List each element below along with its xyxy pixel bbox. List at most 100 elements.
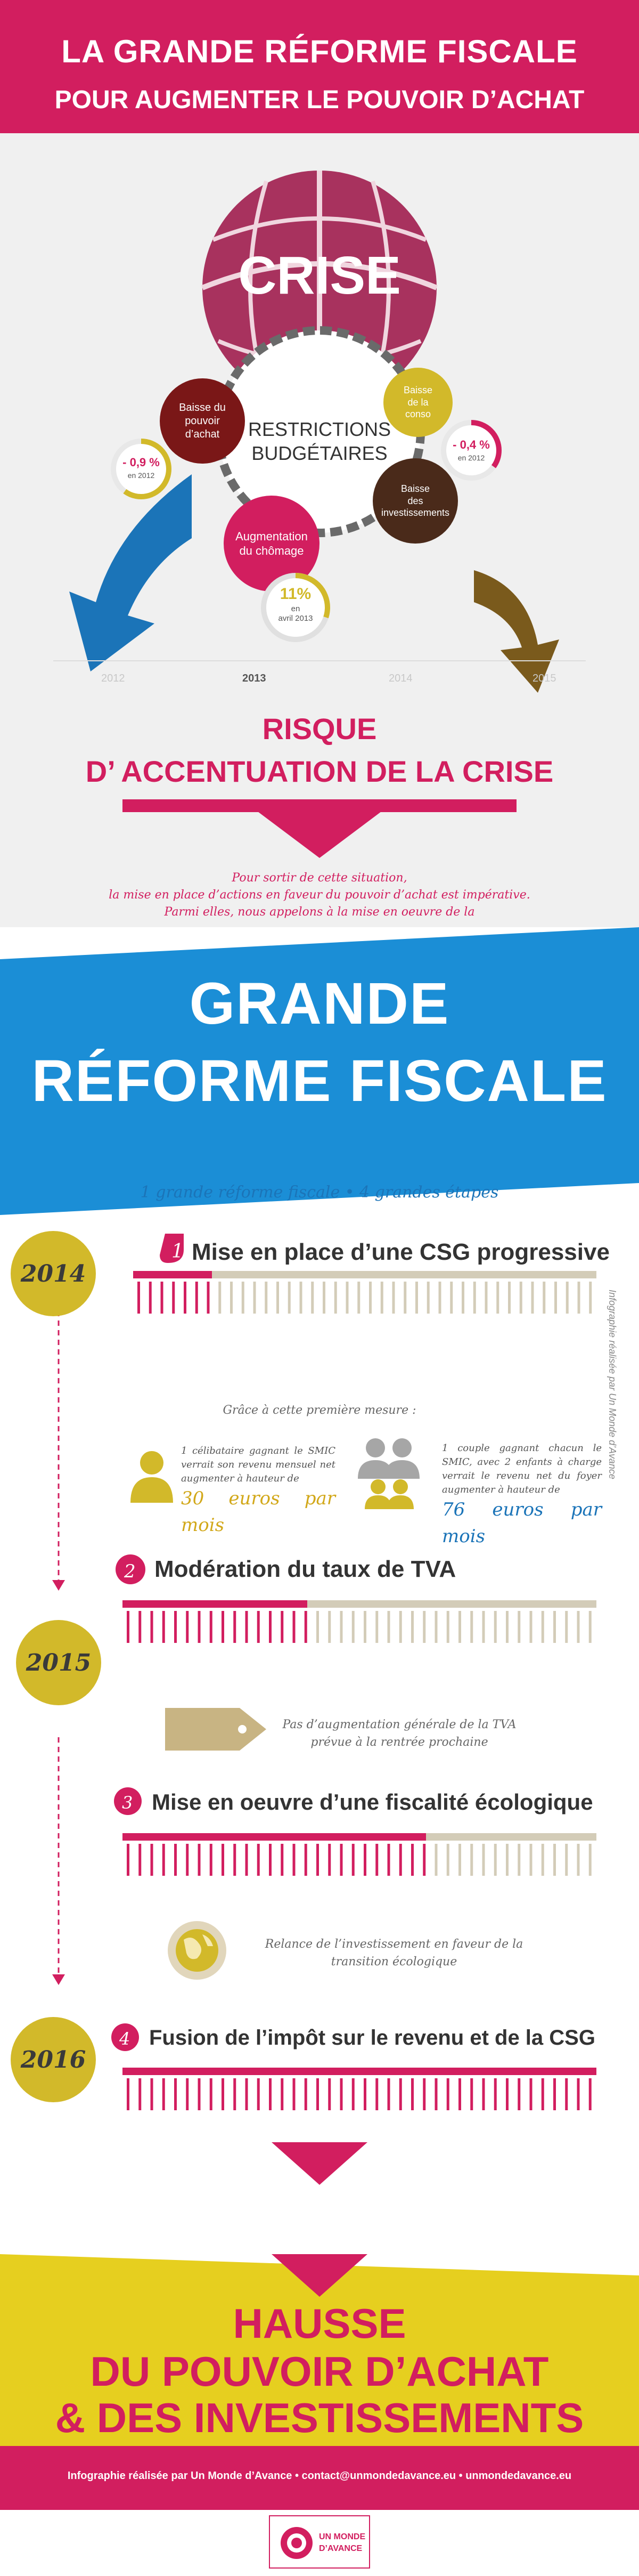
progress-tick <box>446 1611 449 1643</box>
credit-bar <box>0 2446 639 2510</box>
progress-tick <box>529 1611 532 1643</box>
progress-tick <box>340 2078 343 2110</box>
year-badge-2016: 2016 <box>11 2017 96 2102</box>
page-title: LA GRANDE RÉFORME FISCALE <box>61 34 578 69</box>
step4-title: Fusion de l’impôt sur le revenu et de la… <box>149 2026 595 2050</box>
progress-tick <box>209 1611 212 1643</box>
bubble-purchasing-line3: d’achat <box>185 428 220 440</box>
bubble-invest-line3: investissements <box>381 507 450 519</box>
progress-tick <box>186 1844 189 1876</box>
progress-tick <box>494 1844 497 1876</box>
stat-unemployment-l2: en <box>291 604 300 613</box>
final-line2: DU POUVOIR D’ACHAT <box>90 2348 549 2395</box>
progress-tick <box>230 1282 233 1314</box>
progress-tick <box>554 1282 557 1314</box>
intro-line3: Parmi elles, nous appelons à la mise en … <box>164 905 475 919</box>
progress-tick <box>299 1282 302 1314</box>
progress-tick <box>328 2078 331 2110</box>
progress-tick <box>438 1282 441 1314</box>
progress-tick <box>346 1282 349 1314</box>
progress-tick <box>470 1611 473 1643</box>
progress-tick <box>485 1282 488 1314</box>
single-amount: 30 euros par mois <box>181 1488 335 1536</box>
progress-tick <box>288 1282 291 1314</box>
progress-tick <box>257 1844 260 1876</box>
progress-tick <box>184 1282 186 1314</box>
progress-tick <box>494 1611 497 1643</box>
progress-tick <box>127 1844 129 1876</box>
progress-tick <box>531 1282 534 1314</box>
progress-tick <box>281 1611 284 1643</box>
progress-tick <box>399 1844 402 1876</box>
progress-tick <box>473 1282 476 1314</box>
logo-line2: D’AVANCE <box>319 2544 363 2553</box>
progress-tick <box>387 1844 390 1876</box>
arrow-right-icon <box>474 570 559 693</box>
progress-tick <box>577 1611 580 1643</box>
crisis-section: CRISE RESTRICTIONS BUDGÉTAIRES Baisse du… <box>0 133 639 927</box>
progress-tick <box>316 1611 319 1643</box>
step3-number-icon: 3 <box>122 1793 133 1813</box>
progress-tick <box>281 1844 284 1876</box>
progress-tick <box>150 2078 153 2110</box>
progress-tick <box>450 1282 453 1314</box>
final-section: HAUSSE DU POUVOIR D’ACHAT & DES INVESTIS… <box>0 2254 639 2483</box>
progress-tick <box>364 1611 366 1643</box>
progress-tick <box>233 1844 236 1876</box>
progress-tick <box>304 2078 307 2110</box>
progress-tick <box>470 1844 473 1876</box>
progress-tick <box>423 1611 426 1643</box>
stat-purchasing-when: en 2012 <box>127 471 155 480</box>
progress-tick <box>162 1844 165 1876</box>
credit-footer: Infographie réalisée par Un Monde d’Avan… <box>0 2446 639 2576</box>
progress-tick <box>209 2078 212 2110</box>
progress-tick <box>269 2078 272 2110</box>
progress-tick <box>316 2078 319 2110</box>
progress-tick <box>245 2078 248 2110</box>
progress-tick <box>588 1611 592 1643</box>
progress-tick <box>245 1611 248 1643</box>
logo-line1: UN MONDE <box>319 2532 366 2541</box>
progress-tick <box>257 2078 260 2110</box>
progress-tick <box>269 1611 272 1643</box>
stat-unemployment-l3: avril 2013 <box>278 614 313 623</box>
progress-tick <box>470 2078 473 2110</box>
center-label-line2: BUDGÉTAIRES <box>251 442 388 464</box>
risk-title-line1: RISQUE <box>262 712 377 746</box>
stat-purchasing-value: - 0,9 % <box>122 456 160 469</box>
progress-tick <box>174 1844 177 1876</box>
progress-tick <box>543 1282 546 1314</box>
progress-tick <box>195 1282 198 1314</box>
progress-tick <box>387 2078 390 2110</box>
stat-conso-value: - 0,4 % <box>453 438 490 451</box>
progress-tick <box>233 1611 236 1643</box>
couple-text: 1 couple gagnant chacun le SMIC, avec 2 … <box>442 1441 602 1550</box>
step3-title: Mise en oeuvre d’une fiscalité écologiqu… <box>152 1789 593 1814</box>
eco-note-line2: transition écologique <box>331 1955 457 1969</box>
progress-tick <box>565 1611 568 1643</box>
couple-amount: 76 euros par mois <box>442 1499 602 1547</box>
progress-tick <box>127 1611 129 1643</box>
progress-tick <box>529 2078 532 2110</box>
progress-tick <box>138 2078 142 2110</box>
stat-ring-purchasing <box>111 439 171 499</box>
bubble-unemployment-line1: Augmentation <box>235 529 308 543</box>
reform-banner: GRANDE RÉFORME FISCALE <box>0 927 639 1226</box>
progress-tick <box>446 2078 449 2110</box>
progress-tick <box>186 2078 189 2110</box>
timeline-year-2013: 2013 <box>242 673 266 684</box>
progress-tick <box>380 1282 383 1314</box>
eco-note-line1: Relance de l’investissement en faveur de… <box>265 1938 523 1951</box>
stat-conso-when: en 2012 <box>457 453 485 462</box>
progress-tick <box>423 1844 426 1876</box>
measure-intro: Grâce à cette première mesure : <box>223 1404 416 1417</box>
year-badge-2015: 2015 <box>16 1620 101 1705</box>
progress-tick <box>446 1844 449 1876</box>
bubble-purchasing: Baisse du pouvoir d’achat <box>160 378 245 464</box>
intro-line2: la mise en place d’actions en faveur du … <box>109 888 530 902</box>
page-subtitle: POUR AUGMENTER LE POUVOIR D’ACHAT <box>54 86 585 114</box>
progress-tick <box>364 1844 366 1876</box>
progress-tick <box>245 1844 248 1876</box>
progress-tick <box>435 1611 438 1643</box>
progress-tick <box>149 1282 152 1314</box>
